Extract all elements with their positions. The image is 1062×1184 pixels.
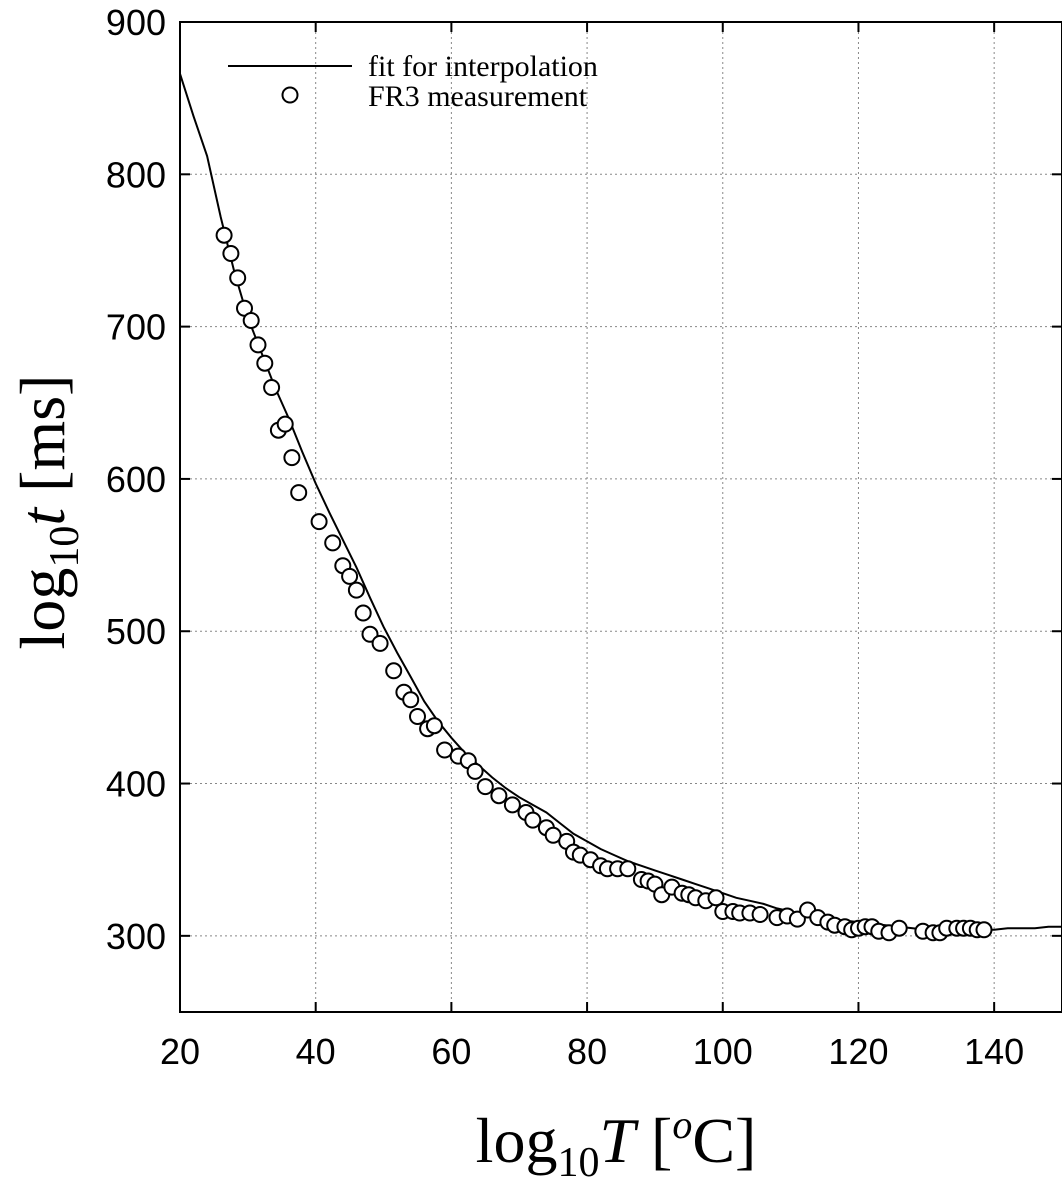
measurement-point — [619, 860, 637, 878]
measurement-point — [347, 581, 365, 599]
legend: fit for interpolation FR3 measurement — [228, 50, 598, 113]
measurement-point — [263, 379, 281, 396]
measurement-point — [249, 336, 267, 354]
y-tick-label: 700 — [106, 307, 166, 348]
x-tick-label: 20 — [160, 1031, 200, 1072]
x-tick-label: 120 — [828, 1031, 888, 1072]
measurement-point — [341, 567, 359, 585]
measurement-point — [215, 226, 233, 244]
measurement-point — [290, 484, 308, 502]
plot-frame — [179, 21, 1062, 1013]
measurement-point — [256, 354, 274, 372]
measurement-point — [310, 513, 328, 531]
legend-label-measurement: FR3 measurement — [368, 80, 588, 113]
measurement-point — [409, 708, 426, 725]
measurement-point — [466, 762, 484, 780]
x-tick-label: 40 — [296, 1031, 336, 1072]
measurement-point — [324, 534, 342, 552]
gridlines — [180, 22, 1062, 1012]
x-tick-label: 140 — [964, 1031, 1024, 1072]
y-tick-label: 300 — [106, 916, 166, 957]
x-axis-label-sub: 10 — [557, 1140, 599, 1184]
x-axis-label-main: log — [476, 1105, 558, 1176]
x-axis-label: log10T [oC] — [476, 1102, 757, 1184]
measurement-point — [436, 741, 454, 759]
x-tick-label: 60 — [431, 1031, 471, 1072]
measurement-point — [222, 245, 240, 262]
measurement-point — [354, 604, 372, 622]
measurement-point — [890, 919, 908, 937]
x-axis-label-unit-rest: C] — [692, 1105, 756, 1176]
x-tick-label: 80 — [567, 1031, 607, 1072]
measurement-point — [975, 921, 993, 939]
y-axis-label-sub: 10 — [42, 526, 88, 568]
measurement-point — [707, 889, 725, 907]
y-tick-label: 600 — [106, 459, 166, 500]
measurement-point — [503, 796, 521, 814]
y-tick-label: 900 — [106, 2, 166, 43]
measurement-point — [371, 634, 389, 652]
measurement-series — [215, 226, 993, 942]
x-axis-label-unit-sup: o — [672, 1102, 692, 1147]
measurement-point — [490, 787, 508, 805]
y-axis-label-var: t — [7, 506, 78, 526]
legend-marker-swatch — [281, 86, 299, 104]
y-axis-label: log10t [ms] — [7, 375, 88, 650]
x-axis-label-var: T — [599, 1105, 639, 1176]
measurement-point — [242, 312, 260, 329]
y-axis-label-group: log10t [ms] — [7, 375, 88, 650]
y-axis-label-unit: [ms] — [7, 375, 78, 508]
measurement-point — [283, 449, 301, 467]
y-axis-label-main: log — [7, 568, 78, 650]
measurement-point — [544, 826, 562, 844]
measurement-point — [385, 662, 403, 680]
measurement-point — [425, 717, 443, 735]
measurement-point — [524, 811, 542, 829]
y-tick-label: 500 — [106, 611, 166, 652]
measurement-point — [402, 691, 420, 709]
x-axis-label-unit-open: [ — [635, 1105, 672, 1176]
measurement-point — [229, 269, 247, 287]
y-tick-label: 400 — [106, 764, 166, 805]
measurement-point — [751, 906, 769, 923]
measurement-point — [276, 415, 294, 433]
measurement-point — [476, 778, 494, 796]
axis-ticks — [179, 21, 1062, 1012]
x-tick-label: 100 — [693, 1031, 753, 1072]
y-tick-label: 800 — [106, 154, 166, 195]
tick-labels: 20 40 60 80 100 120 140 300 400 500 600 700 800 900 — [106, 2, 1024, 1072]
legend-label-fit: fit for interpolation — [368, 50, 598, 83]
